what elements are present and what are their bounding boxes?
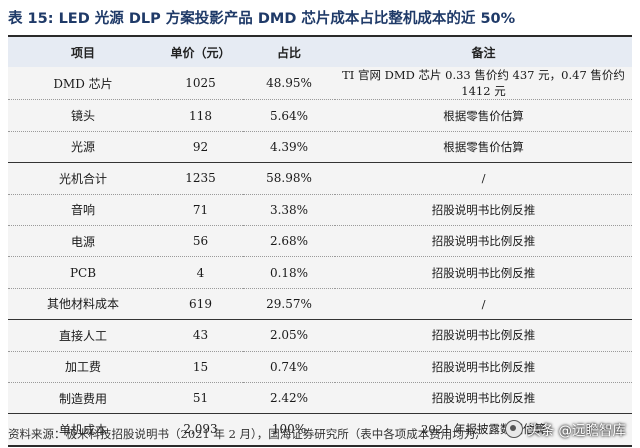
cell-note: 招股说明书比例反推 xyxy=(335,256,632,289)
header-item: 项目 xyxy=(70,45,95,60)
cell-price: 4 xyxy=(158,256,243,289)
cell-item: PCB xyxy=(8,256,158,289)
cell-note: 2021 年报披露数据估算 xyxy=(335,413,632,447)
cell-price: 15 xyxy=(158,351,243,383)
cell-note: / xyxy=(335,162,632,195)
cell-note: 招股说明书比例反推 xyxy=(335,319,632,352)
table-title: 表 15: LED 光源 DLP 方案投影产品 DMD 芯片成本占比整机成本的近… xyxy=(8,11,516,27)
cell-share: 5.64% xyxy=(243,99,335,132)
cell-item: 电源 xyxy=(8,225,158,258)
cell-item: 其他材料成本 xyxy=(8,288,158,321)
table-row-total: 单机成本 2,093 100% 2021 年报披露数据估算 xyxy=(8,413,632,447)
cell-share: 2.68% xyxy=(243,225,335,258)
header-note: 备注 xyxy=(471,45,496,60)
watermark-logo-icon xyxy=(505,420,524,438)
cell-price: 71 xyxy=(158,194,243,226)
table-row: 其他材料成本 619 29.57% / xyxy=(8,288,632,321)
cell-share: 0.18% xyxy=(243,256,335,289)
cell-share: 2.42% xyxy=(243,382,335,415)
table-row: 光机合计 1235 58.98% / xyxy=(8,162,632,195)
header-price: 单价（元） xyxy=(170,45,231,60)
table-row: 电源 56 2.68% 招股说明书比例反推 xyxy=(8,225,632,258)
cell-share: 2.05% xyxy=(243,319,335,352)
cell-share: 48.95% xyxy=(243,67,335,101)
cell-share: 0.74% xyxy=(243,351,335,383)
cell-price: 118 xyxy=(158,99,243,132)
cell-item: 直接人工 xyxy=(8,319,158,352)
cell-price: 43 xyxy=(158,319,243,352)
table-row: 镜头 118 5.64% 根据零售价估算 xyxy=(8,99,632,132)
table-row: 光源 92 4.39% 根据零售价估算 xyxy=(8,131,632,164)
cost-table: 项目 单价（元） 占比 备注 DMD 芯片 1025 48.95% TI 官网 … xyxy=(8,37,632,447)
source-note: 资料来源：极米科技招股说明书（2021 年 2 月），国海证券研究所（表中各项成… xyxy=(8,427,478,441)
table-header-row: 项目 单价（元） 占比 备注 xyxy=(8,37,632,68)
cell-price: 56 xyxy=(158,225,243,258)
header-share: 占比 xyxy=(276,45,301,60)
table-row: 制造费用 51 2.42% 招股说明书比例反推 xyxy=(8,382,632,415)
cell-item: 光源 xyxy=(8,131,158,164)
cell-price: 51 xyxy=(158,382,243,415)
cell-price: 92 xyxy=(158,131,243,164)
cell-price: 1235 xyxy=(158,162,243,195)
cell-note: 根据零售价估算 xyxy=(335,131,632,164)
cell-item: 光机合计 xyxy=(8,162,158,195)
cell-note: / xyxy=(335,288,632,321)
cell-share: 29.57% xyxy=(243,288,335,321)
cell-note: TI 官网 DMD 芯片 0.33 售价约 437 元，0.47 售价约 141… xyxy=(335,67,632,101)
cell-share: 100% xyxy=(243,413,335,447)
table-row: 音响 71 3.38% 招股说明书比例反推 xyxy=(8,194,632,226)
cell-note: 根据零售价估算 xyxy=(335,99,632,132)
cell-note: 招股说明书比例反推 xyxy=(335,382,632,415)
cell-share: 4.39% xyxy=(243,131,335,164)
table-row: PCB 4 0.18% 招股说明书比例反推 xyxy=(8,256,632,289)
cell-price: 1025 xyxy=(158,67,243,101)
top-rule xyxy=(8,35,632,37)
watermark: 头条 @远瞻智库 xyxy=(505,418,626,440)
cell-note: 招股说明书比例反推 xyxy=(335,351,632,383)
cell-item: 制造费用 xyxy=(8,382,158,415)
cell-price: 619 xyxy=(158,288,243,321)
table-row: DMD 芯片 1025 48.95% TI 官网 DMD 芯片 0.33 售价约… xyxy=(8,67,632,101)
cell-item: 单机成本 xyxy=(8,413,158,447)
table-row: 直接人工 43 2.05% 招股说明书比例反推 xyxy=(8,319,632,352)
table-row: 加工费 15 0.74% 招股说明书比例反推 xyxy=(8,351,632,383)
watermark-text: 头条 @远瞻智库 xyxy=(527,423,626,439)
cell-item: DMD 芯片 xyxy=(8,67,158,101)
cell-item: 音响 xyxy=(8,194,158,226)
cell-note: 招股说明书比例反推 xyxy=(335,225,632,258)
cell-share: 58.98% xyxy=(243,162,335,195)
cell-note: 招股说明书比例反推 xyxy=(335,194,632,226)
cell-item: 镜头 xyxy=(8,99,158,132)
cell-item: 加工费 xyxy=(8,351,158,383)
cell-share: 3.38% xyxy=(243,194,335,226)
cell-price: 2,093 xyxy=(158,413,243,447)
